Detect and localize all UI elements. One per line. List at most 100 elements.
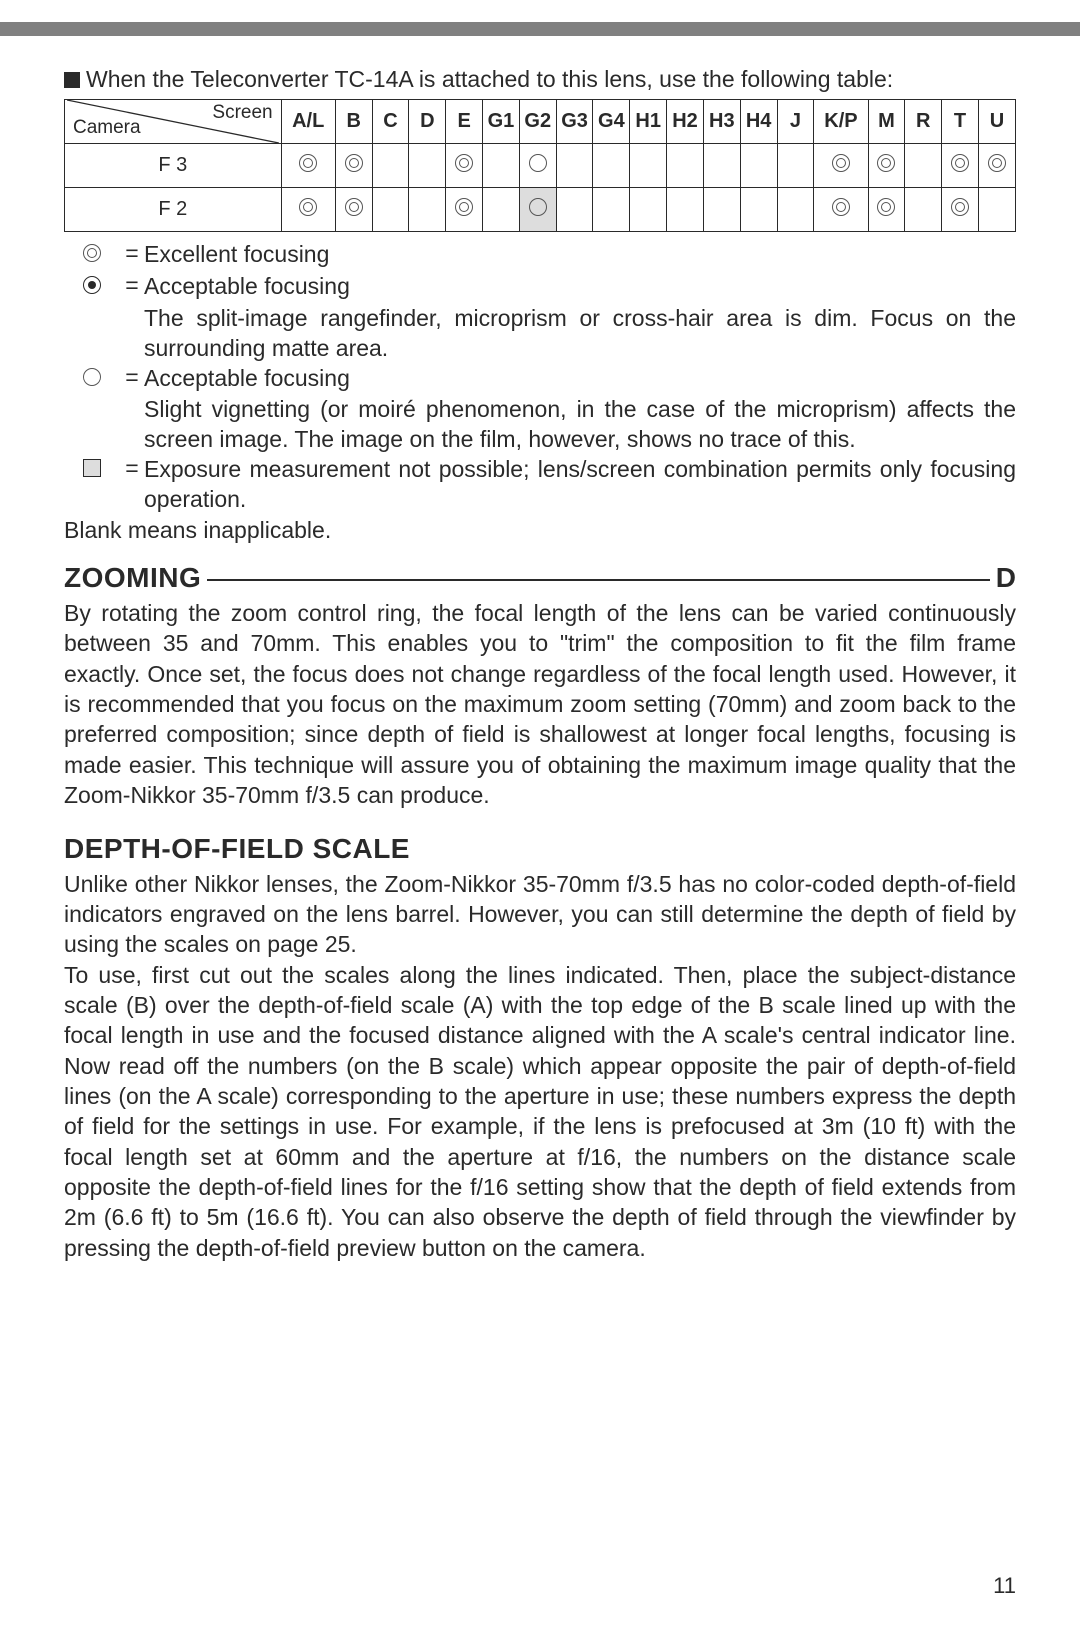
table-header-cell: M [868,100,905,144]
table-cell [667,188,704,232]
double-circle-icon [877,198,895,216]
table-cell [905,188,942,232]
dof-p2: To use, first cut out the scales along t… [64,960,1016,1264]
table-cell [814,144,868,188]
table-corner-cell: Camera Screen [65,100,282,144]
double-circle-icon [877,154,895,172]
table-header-cell: B [335,100,372,144]
table-header-cell: E [446,100,483,144]
table-header-cell: G2 [519,100,556,144]
zooming-tail: D [996,562,1016,594]
table-cell [446,144,483,188]
table-header-cell: R [905,100,942,144]
dof-p1: Unlike other Nikkor lenses, the Zoom-Nik… [64,869,1016,960]
table-cell [740,144,777,188]
table-header-cell: J [777,100,814,144]
table-cell [519,188,556,232]
zooming-heading: ZOOMING D [64,562,1016,594]
table-row: F 3 [65,144,1016,188]
table-cell [814,188,868,232]
table-header-cell: D [409,100,446,144]
page-number: 11 [993,1573,1016,1599]
table-header-cell: H3 [703,100,740,144]
table-cell [335,188,372,232]
double-circle-icon [951,198,969,216]
table-header-cell: G4 [593,100,630,144]
table-cell [446,188,483,232]
double-circle-icon [455,154,473,172]
legend-blank: Blank means inapplicable. [64,517,1016,544]
legend-square: Exposure measurement not possible; lens/… [144,455,1016,515]
table-header-cell: U [978,100,1015,144]
row-label: F 3 [65,144,282,188]
table-header-cell: G3 [556,100,593,144]
table-cell [556,188,593,232]
shaded-square-icon [83,459,101,477]
table-cell [372,144,409,188]
legend-acceptable-circ-sub: Slight vignetting (or moiré phenomenon, … [144,395,1016,455]
table-cell [978,188,1015,232]
table-cell [335,144,372,188]
double-circle-icon [988,154,1006,172]
table-cell [409,144,446,188]
table-cell [630,188,667,232]
double-circle-icon [299,154,317,172]
legend-excellent: Excellent focusing [144,240,1016,270]
table-header-cell: H4 [740,100,777,144]
table-cell [630,144,667,188]
open-circle-icon [529,154,547,172]
zooming-body: By rotating the zoom control ring, the f… [64,598,1016,811]
table-header-cell: K/P [814,100,868,144]
legend-acceptable-circ: Acceptable focusing [144,364,1016,394]
table-cell [593,188,630,232]
double-circle-icon [832,198,850,216]
table-cell [868,144,905,188]
table-cell [777,188,814,232]
table-cell [667,144,704,188]
double-circle-icon [83,244,101,262]
legend-acceptable-dot-sub: The split-image rangefinder, microprism … [144,304,1016,364]
double-circle-icon [345,198,363,216]
double-circle-icon [832,154,850,172]
open-circle-icon [529,198,547,216]
table-cell [556,144,593,188]
table-cell [409,188,446,232]
table-header-cell: A/L [281,100,335,144]
bullet-square-icon [64,72,80,88]
corner-screen-label: Screen [212,102,272,124]
table-cell [703,144,740,188]
equals-sign: = [120,240,144,267]
top-divider-bar [0,22,1080,36]
table-row: F 2 [65,188,1016,232]
double-circle-icon [951,154,969,172]
table-cell [483,188,520,232]
intro-line: When the Teleconverter TC-14A is attache… [64,66,1016,93]
intro-text: When the Teleconverter TC-14A is attache… [86,66,893,93]
table-cell [978,144,1015,188]
equals-sign: = [120,364,144,391]
table-cell [703,188,740,232]
table-cell [905,144,942,188]
equals-sign: = [120,455,144,482]
table-cell [281,188,335,232]
double-circle-icon [345,154,363,172]
table-cell [942,144,979,188]
table-cell [868,188,905,232]
corner-camera-label: Camera [73,117,141,139]
table-header-cell: H1 [630,100,667,144]
row-label: F 2 [65,188,282,232]
zooming-title: ZOOMING [64,562,201,594]
table-header-cell: G1 [483,100,520,144]
table-cell [740,188,777,232]
table-cell [483,144,520,188]
table-cell [942,188,979,232]
heading-rule [207,579,990,581]
screen-compatibility-table: Camera Screen A/LBCDEG1G2G3G4H1H2H3H4JK/… [64,99,1016,232]
double-circle-icon [299,198,317,216]
double-circle-icon [455,198,473,216]
table-header-cell: H2 [667,100,704,144]
equals-sign: = [120,272,144,299]
table-cell [777,144,814,188]
table-header-cell: T [942,100,979,144]
table-cell [593,144,630,188]
